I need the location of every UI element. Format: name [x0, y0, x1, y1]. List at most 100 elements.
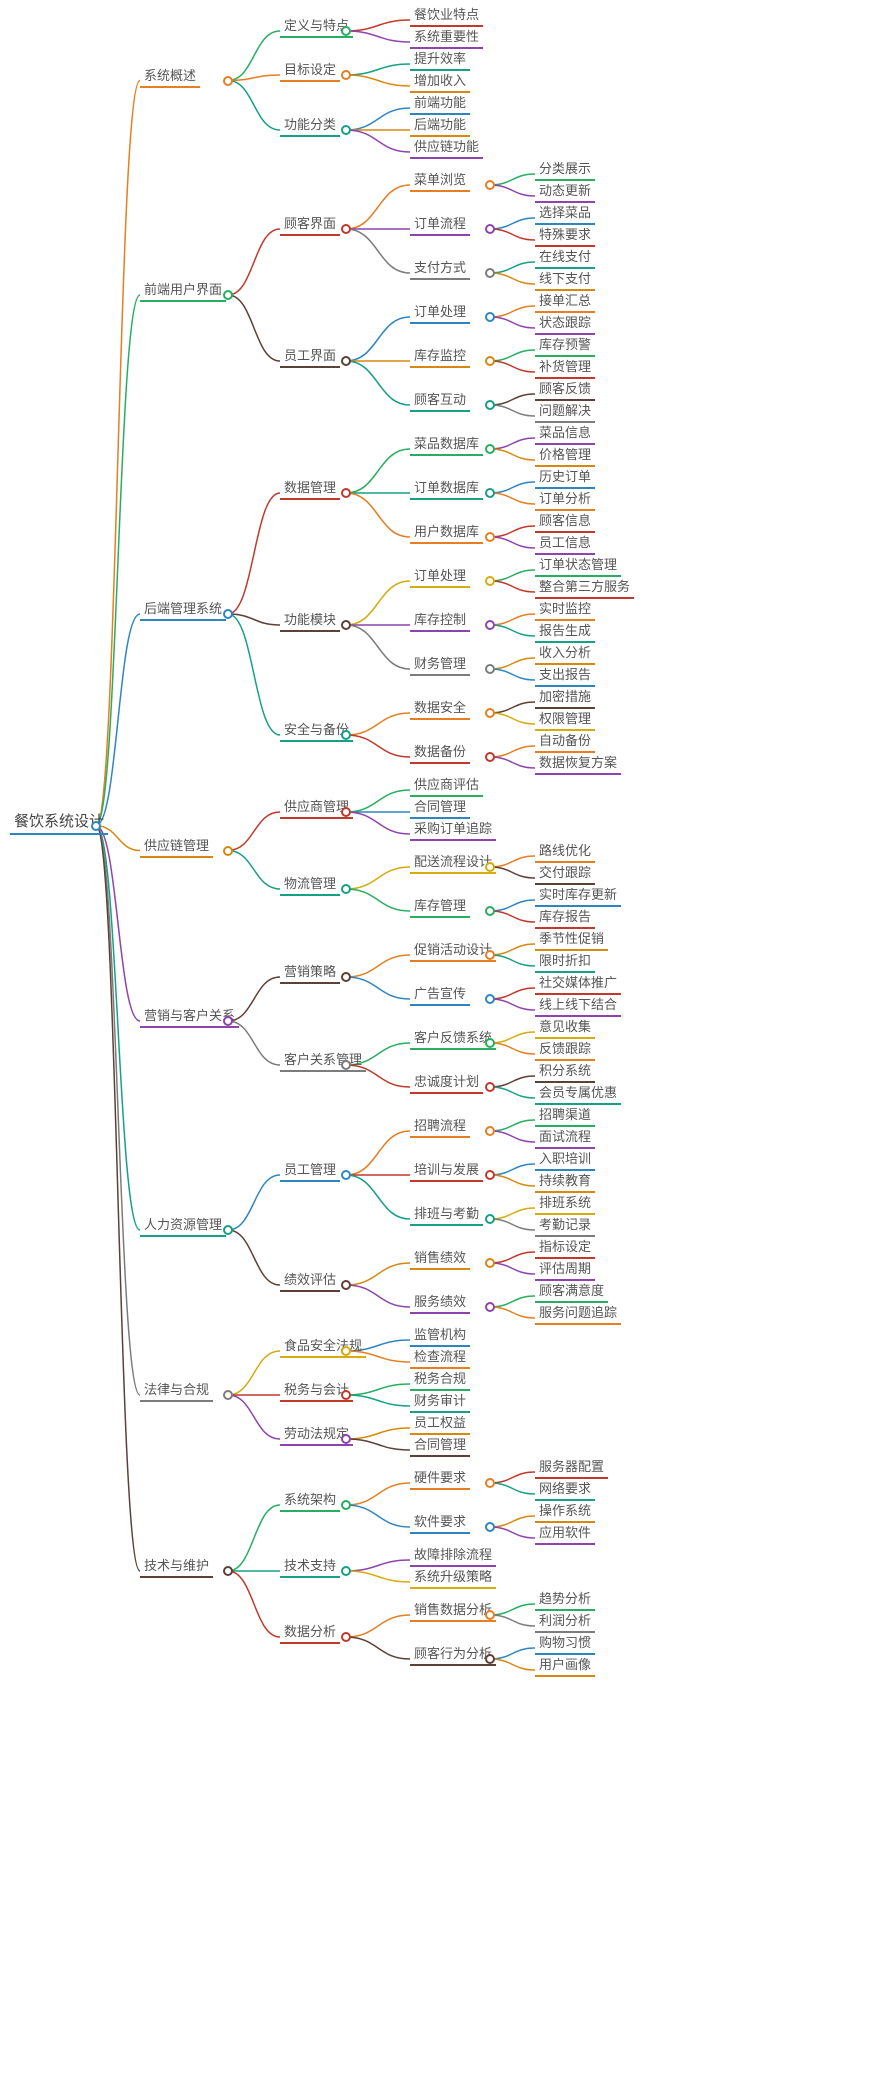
mindmap-node: 权限管理 — [535, 708, 595, 731]
mindmap-node: 供应链功能 — [410, 136, 483, 159]
mindmap-node: 提升效率 — [410, 48, 470, 71]
node-dot — [485, 1038, 495, 1048]
node-dot — [485, 224, 495, 234]
mindmap-node: 合同管理 — [410, 1434, 470, 1457]
node-dot — [223, 290, 233, 300]
mindmap-node: 社交媒体推广 — [535, 972, 621, 995]
node-dot — [485, 1522, 495, 1532]
node-dot — [341, 1346, 351, 1356]
mindmap-node: 订单状态管理 — [535, 554, 621, 577]
mindmap-node: 功能模块 — [280, 609, 340, 632]
node-dot — [341, 620, 351, 630]
mindmap-node: 菜品信息 — [535, 422, 595, 445]
mindmap-node: 实时库存更新 — [535, 884, 621, 907]
mindmap-node: 技术与维护 — [140, 1555, 213, 1578]
node-dot — [341, 70, 351, 80]
mindmap-node: 在线支付 — [535, 246, 595, 269]
mindmap-node: 历史订单 — [535, 466, 595, 489]
mindmap-node: 数据备份 — [410, 741, 470, 764]
mindmap-node: 动态更新 — [535, 180, 595, 203]
mindmap-node: 订单分析 — [535, 488, 595, 511]
mindmap-node: 问题解决 — [535, 400, 595, 423]
mindmap-node: 实时监控 — [535, 598, 595, 621]
node-dot — [223, 1390, 233, 1400]
mindmap-node: 整合第三方服务 — [535, 576, 634, 599]
mindmap-node: 积分系统 — [535, 1060, 595, 1083]
node-dot — [223, 1016, 233, 1026]
mindmap-node: 销售数据分析 — [410, 1599, 496, 1622]
mindmap-node: 订单数据库 — [410, 477, 483, 500]
mindmap-node: 库存监控 — [410, 345, 470, 368]
mindmap-node: 前端用户界面 — [140, 279, 226, 302]
node-dot — [485, 576, 495, 586]
mindmap-node: 增加收入 — [410, 70, 470, 93]
mindmap-node: 法律与合规 — [140, 1379, 213, 1402]
mindmap-node: 限时折扣 — [535, 950, 595, 973]
node-dot — [485, 1302, 495, 1312]
mindmap-node: 系统架构 — [280, 1489, 340, 1512]
node-dot — [485, 994, 495, 1004]
mindmap-node: 员工管理 — [280, 1159, 340, 1182]
mindmap-node: 食品安全法规 — [280, 1335, 366, 1358]
mindmap-node: 用户数据库 — [410, 521, 483, 544]
mindmap-node: 趋势分析 — [535, 1588, 595, 1611]
mindmap-node: 报告生成 — [535, 620, 595, 643]
mindmap-node: 系统升级策略 — [410, 1566, 496, 1589]
mindmap-node: 菜品数据库 — [410, 433, 483, 456]
node-dot — [485, 1082, 495, 1092]
node-dot — [341, 1170, 351, 1180]
mindmap-node: 财务审计 — [410, 1390, 470, 1413]
node-dot — [485, 400, 495, 410]
mindmap-node: 补货管理 — [535, 356, 595, 379]
node-dot — [485, 180, 495, 190]
mindmap-node: 考勤记录 — [535, 1214, 595, 1237]
mindmap-node: 排班与考勤 — [410, 1203, 483, 1226]
node-dot — [341, 1060, 351, 1070]
mindmap-node: 季节性促销 — [535, 928, 608, 951]
mindmap-node: 操作系统 — [535, 1500, 595, 1523]
node-dot — [485, 1610, 495, 1620]
mindmap-node: 广告宣传 — [410, 983, 470, 1006]
mindmap-node: 硬件要求 — [410, 1467, 470, 1490]
mindmap-node: 营销策略 — [280, 961, 340, 984]
mindmap-node: 招聘渠道 — [535, 1104, 595, 1127]
mindmap-node: 绩效评估 — [280, 1269, 340, 1292]
node-dot — [223, 76, 233, 86]
mindmap-node: 数据恢复方案 — [535, 752, 621, 775]
mindmap-node: 前端功能 — [410, 92, 470, 115]
mindmap-node: 供应链管理 — [140, 835, 213, 858]
mindmap-node: 排班系统 — [535, 1192, 595, 1215]
mindmap-node: 订单流程 — [410, 213, 470, 236]
node-dot — [485, 620, 495, 630]
mindmap-node: 税务合规 — [410, 1368, 470, 1391]
mindmap-node: 服务问题追踪 — [535, 1302, 621, 1325]
node-dot — [341, 972, 351, 982]
mindmap-node: 利润分析 — [535, 1610, 595, 1633]
node-dot — [485, 906, 495, 916]
mindmap-node: 价格管理 — [535, 444, 595, 467]
mindmap-node: 交付跟踪 — [535, 862, 595, 885]
mindmap-node: 用户画像 — [535, 1654, 595, 1677]
mindmap-node: 订单处理 — [410, 565, 470, 588]
node-dot — [341, 488, 351, 498]
mindmap-node: 系统概述 — [140, 65, 200, 88]
mindmap-node: 促销活动设计 — [410, 939, 496, 962]
node-dot — [341, 730, 351, 740]
mindmap-node: 意见收集 — [535, 1016, 595, 1039]
node-dot — [485, 752, 495, 762]
mindmap-node: 库存预警 — [535, 334, 595, 357]
node-dot — [485, 488, 495, 498]
node-dot — [341, 224, 351, 234]
mindmap-node: 选择菜品 — [535, 202, 595, 225]
node-dot — [485, 708, 495, 718]
mindmap-node: 支付方式 — [410, 257, 470, 280]
mindmap-node: 路线优化 — [535, 840, 595, 863]
mindmap-node: 人力资源管理 — [140, 1214, 226, 1237]
mindmap-node: 支出报告 — [535, 664, 595, 687]
node-dot — [341, 1500, 351, 1510]
node-dot — [91, 821, 101, 831]
mindmap-node: 后端管理系统 — [140, 598, 226, 621]
mindmap-node: 销售绩效 — [410, 1247, 470, 1270]
mindmap-node: 检查流程 — [410, 1346, 470, 1369]
mindmap-node: 评估周期 — [535, 1258, 595, 1281]
